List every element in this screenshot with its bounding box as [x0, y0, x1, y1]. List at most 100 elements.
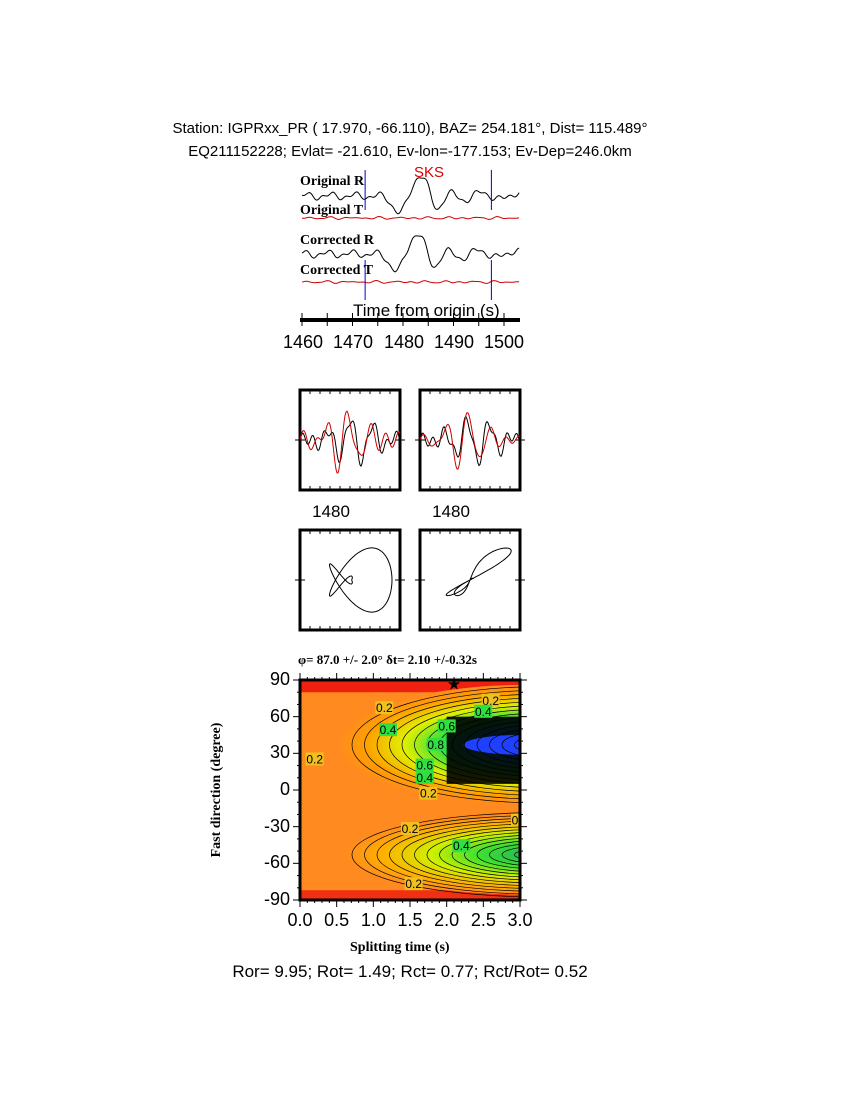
surface-high-band — [300, 890, 520, 900]
trace-label-original-t: Original T — [300, 203, 364, 218]
contour-label: 0.2 — [402, 822, 419, 836]
y-tick-label: 30 — [269, 742, 290, 763]
contour-line — [476, 841, 520, 869]
y-tick-label: -60 — [263, 852, 290, 873]
contour-line — [351, 686, 520, 803]
contour-label-bg — [481, 693, 500, 707]
contour-label: 0.4 — [416, 771, 433, 785]
x-tick-label: 1470 — [332, 332, 374, 352]
original-particle-motion — [329, 547, 393, 613]
trace-label-corrected-t: Corrected T — [300, 263, 373, 278]
contour-line — [401, 823, 520, 886]
time-axis-label: Time from origin (s) — [353, 301, 500, 320]
contour-line — [364, 690, 520, 800]
contour-label-bg — [375, 701, 394, 715]
contour-line — [464, 838, 520, 872]
x-tick-label: 1.5 — [397, 910, 423, 930]
y-axis-label: Fast direction (degree) — [209, 722, 224, 858]
splitting-result-title: φ= 87.0 +/- 2.0° δt= 2.10 +/-0.32s — [298, 652, 477, 667]
contour-line — [439, 832, 520, 878]
contour-label-bg — [474, 704, 493, 718]
misfit-minimum-upper — [337, 684, 520, 805]
contour-line — [514, 850, 520, 859]
contour-line — [414, 705, 520, 784]
contour-label: 0.2 — [482, 694, 499, 708]
contour-label-bg — [511, 813, 520, 827]
contour-label: 0.2 — [405, 877, 422, 891]
y-tick-label: -30 — [263, 815, 290, 836]
contour-line — [501, 847, 520, 863]
trace-label-corrected-r: Corrected R — [300, 233, 374, 248]
contour-line — [514, 739, 520, 751]
trace-original-r — [301, 177, 520, 215]
x-tick-label: 1480 — [383, 332, 425, 352]
corrected-particle-motion — [445, 547, 512, 597]
contour-label: 0.4 — [453, 839, 470, 853]
x-tick-label: 1490 — [433, 332, 475, 352]
x-tick-label: 1500 — [483, 332, 525, 352]
contour-label: 0.6 — [438, 719, 455, 733]
x-tick-label: 2.0 — [434, 910, 460, 930]
contour-line — [376, 818, 520, 892]
y-tick-label: 60 — [269, 705, 290, 726]
contour-label-bg — [379, 723, 397, 737]
contour-line — [351, 812, 520, 898]
waveform-tick-label: 1480 — [312, 502, 350, 521]
trace-corrected-t — [301, 279, 520, 284]
contour-line — [464, 721, 520, 769]
contour-line — [401, 701, 520, 788]
contour-line — [451, 717, 520, 773]
contour-line — [451, 835, 520, 875]
contour-label-bg — [426, 737, 445, 751]
contour-line — [389, 820, 520, 889]
event-info: EQ211152228; Evlat= -21.610, Ev-lon=-177… — [188, 143, 632, 160]
contour-label: 0.8 — [427, 738, 444, 752]
ratio-stats: Ror= 9.95; Rot= 1.49; Rct= 0.77; Rct/Rot… — [232, 962, 588, 981]
trace-original-t — [301, 215, 520, 220]
contour-label-bg — [437, 719, 456, 733]
waveform-tick-label: 1480 — [432, 502, 470, 521]
y-tick-label: -90 — [263, 889, 290, 909]
contour-line — [376, 694, 520, 796]
contour-label-bg — [415, 770, 434, 784]
contour-line — [364, 815, 520, 895]
contour-label: 0.4 — [475, 705, 492, 719]
contour-label: 0.2 — [306, 752, 323, 766]
contour-line — [476, 725, 520, 765]
contour-label-bg — [419, 786, 438, 800]
contour-label-bg — [305, 752, 324, 766]
y-tick-label: 0 — [279, 779, 290, 799]
corrected-radial-waveform — [419, 416, 521, 467]
contour-label: 0.2 — [512, 814, 529, 828]
y-tick-label: 90 — [269, 669, 290, 689]
corrected-transverse-waveform — [419, 412, 521, 470]
contour-label-bg — [401, 822, 419, 836]
contour-label-bg — [452, 839, 471, 853]
phase-label: SKS — [414, 164, 445, 181]
contour-label: 0.6 — [416, 759, 433, 773]
contour-line — [426, 829, 520, 881]
contour-line — [489, 729, 520, 761]
contour-label: 0.2 — [420, 787, 437, 801]
contour-line — [501, 733, 520, 756]
contour-label: 0.2 — [376, 701, 393, 715]
x-tick-label: 1.0 — [360, 910, 386, 930]
x-tick-label: 2.5 — [470, 910, 496, 930]
x-tick-label: 3.0 — [507, 910, 533, 930]
contour-label: 0.4 — [380, 723, 397, 737]
misfit-surface: 0.20.4 0.60.80.20.40.60.40.20.20.20.40.20… — [300, 680, 529, 900]
contour-label-bg — [404, 877, 423, 891]
x-tick-label: 0.0 — [287, 910, 313, 930]
original-particle-motion-panel — [298, 528, 402, 632]
station-info: Station: IGPRxx_PR ( 17.970, -66.110), B… — [172, 120, 648, 137]
trace-corrected-r — [301, 235, 520, 273]
original-radial-waveform — [299, 420, 401, 468]
x-tick-label: 1460 — [282, 332, 324, 352]
contour-line — [389, 698, 520, 792]
x-axis-label: Splitting time (s) — [350, 940, 450, 955]
original-transverse-waveform — [299, 410, 401, 474]
contour-label-bg — [415, 758, 434, 772]
misfit-minimum-core — [463, 734, 520, 755]
